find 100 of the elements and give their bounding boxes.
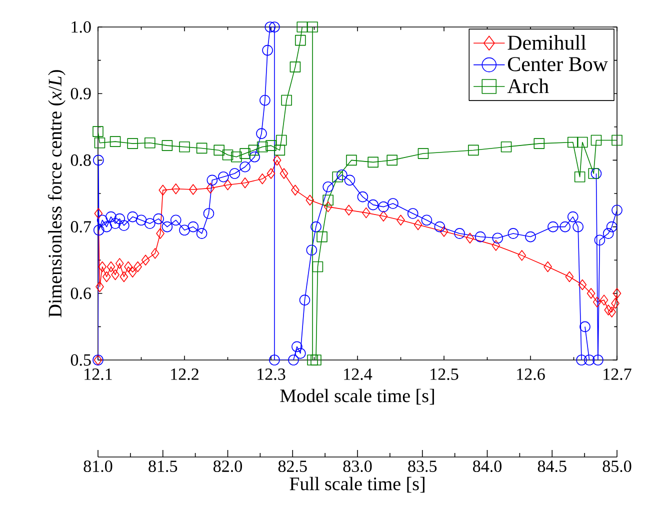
point	[612, 134, 622, 146]
point	[231, 151, 242, 162]
point	[240, 177, 250, 188]
point	[500, 141, 512, 152]
point	[492, 240, 500, 251]
point	[224, 179, 232, 190]
point	[316, 231, 328, 242]
x2-tick-label: 81.0	[84, 460, 112, 472]
point	[344, 204, 353, 216]
x-tick-label: 12.7	[604, 368, 632, 380]
x-tick-label: 12.6	[517, 368, 545, 380]
point	[414, 219, 422, 230]
legend-label: Arch	[507, 78, 549, 94]
point	[274, 144, 286, 156]
x2-tick-label: 84.5	[538, 460, 566, 472]
point	[115, 258, 124, 269]
point	[604, 304, 613, 316]
point	[94, 208, 103, 219]
point	[307, 354, 318, 366]
x-axis-title: Model scale time [s]	[280, 388, 434, 405]
point	[276, 134, 287, 146]
point	[134, 261, 142, 272]
y-tick-label: 0.9	[70, 88, 91, 100]
point	[322, 194, 334, 206]
point	[296, 22, 308, 32]
x2-tick-label: 83.5	[408, 460, 437, 472]
point	[440, 226, 448, 237]
point	[110, 136, 121, 147]
point	[600, 294, 608, 306]
point	[592, 296, 602, 308]
point	[567, 136, 578, 148]
x2-tick-label: 81.5	[148, 460, 178, 472]
point	[256, 141, 268, 152]
point	[306, 194, 314, 206]
point	[248, 144, 260, 156]
point	[346, 154, 357, 166]
point	[196, 142, 208, 154]
point	[418, 148, 429, 159]
point	[612, 288, 622, 299]
y-tick-label: 1.0	[72, 21, 91, 33]
point	[106, 261, 116, 272]
point	[295, 34, 306, 46]
point	[98, 261, 106, 272]
point	[128, 266, 137, 278]
point	[468, 144, 479, 156]
point	[172, 183, 180, 194]
point	[291, 184, 300, 196]
point	[258, 173, 266, 184]
point	[310, 354, 322, 366]
point	[280, 168, 288, 179]
point	[189, 184, 198, 195]
legend-label: Center Bow	[508, 57, 608, 72]
point	[307, 22, 318, 32]
point	[272, 154, 282, 166]
x2-tick-label: 83.0	[343, 460, 372, 472]
point	[158, 184, 168, 196]
point	[111, 269, 120, 280]
y-axis-title: Dimensionless force centre (x/L)	[48, 70, 66, 318]
point	[222, 149, 234, 160]
y-tick-label: 0.5	[70, 354, 91, 366]
point	[578, 279, 587, 290]
x2-tick-label: 82.5	[278, 460, 307, 472]
point	[102, 271, 111, 282]
point	[362, 207, 370, 218]
point	[586, 288, 596, 299]
point	[588, 168, 600, 179]
point	[266, 140, 276, 151]
point	[565, 271, 574, 282]
x2-axis-title: Full scale time [s]	[290, 476, 424, 493]
point	[386, 154, 398, 166]
x-tick-label: 12.5	[430, 368, 458, 380]
point	[281, 94, 292, 106]
point	[368, 156, 378, 168]
point	[206, 182, 215, 194]
y-tick-label: 0.8	[70, 154, 91, 166]
x2-tick-label: 85.0	[602, 460, 632, 472]
point	[96, 281, 104, 292]
point	[127, 138, 138, 149]
x-tick-label: 12.2	[171, 368, 198, 380]
point	[214, 144, 224, 156]
point	[120, 271, 128, 282]
point	[162, 140, 173, 151]
point	[534, 138, 545, 149]
x-tick-label: 12.1	[84, 368, 112, 380]
point	[312, 261, 324, 272]
x-tick-label: 12.3	[258, 368, 286, 380]
y-tick-label: 0.6	[70, 288, 91, 300]
point	[240, 148, 250, 159]
point	[156, 228, 164, 239]
x2-tick-label: 82.0	[214, 460, 242, 472]
y-tick-label: 0.7	[70, 221, 91, 233]
point	[141, 254, 150, 266]
point	[124, 261, 132, 272]
point	[466, 232, 474, 244]
point	[94, 137, 106, 148]
point	[290, 62, 301, 72]
point	[518, 250, 526, 261]
point	[150, 248, 160, 259]
x2-tick-label: 84.0	[473, 460, 502, 472]
legend-label: Demihull	[508, 35, 586, 50]
